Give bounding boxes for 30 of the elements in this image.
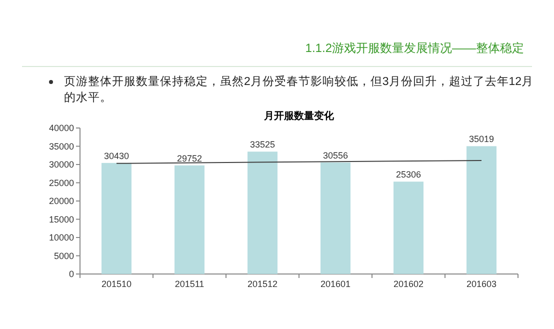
y-tick-label: 15000 [48,214,74,224]
x-tick-label: 201510 [101,279,132,289]
data-label: 30556 [322,150,348,160]
y-tick-label: 20000 [48,196,74,206]
data-label: 29752 [176,153,202,164]
x-tick-label: 201512 [247,279,278,289]
y-tick-label: 0 [68,269,74,279]
data-label: 25306 [396,170,422,180]
y-tick-label: 35000 [48,141,74,152]
x-tick-label: 201601 [320,279,351,289]
y-tick-label: 40000 [48,123,74,133]
bar [466,146,496,274]
bar [248,152,278,274]
y-tick-label: 10000 [48,232,74,242]
y-tick-label: 5000 [54,250,74,261]
data-label: 30430 [104,150,130,161]
x-tick-label: 201602 [393,279,424,289]
chart-title: 月开服数量变化 [263,110,335,122]
y-tick-label: 25000 [48,178,74,188]
text: 1.1.2游戏开服数量发展情况——整体稳定 [305,40,524,57]
y-tick-label: 30000 [48,160,74,170]
data-label: 33525 [250,140,276,150]
x-tick-label: 201603 [466,279,497,289]
bar [394,182,424,274]
bar [320,162,350,274]
bar [102,162,132,274]
data-label: 35019 [468,134,494,144]
bar [174,165,204,274]
x-tick-label: 201511 [174,279,204,289]
text: 页游整体开服数量保持稳定，虽然2月份受春节影响较低，但3月份回升，超过了去年12月的水平。 [64,74,535,106]
